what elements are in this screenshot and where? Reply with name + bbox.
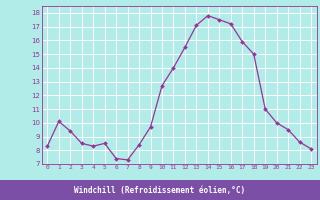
Text: Windchill (Refroidissement éolien,°C): Windchill (Refroidissement éolien,°C)	[75, 186, 245, 194]
